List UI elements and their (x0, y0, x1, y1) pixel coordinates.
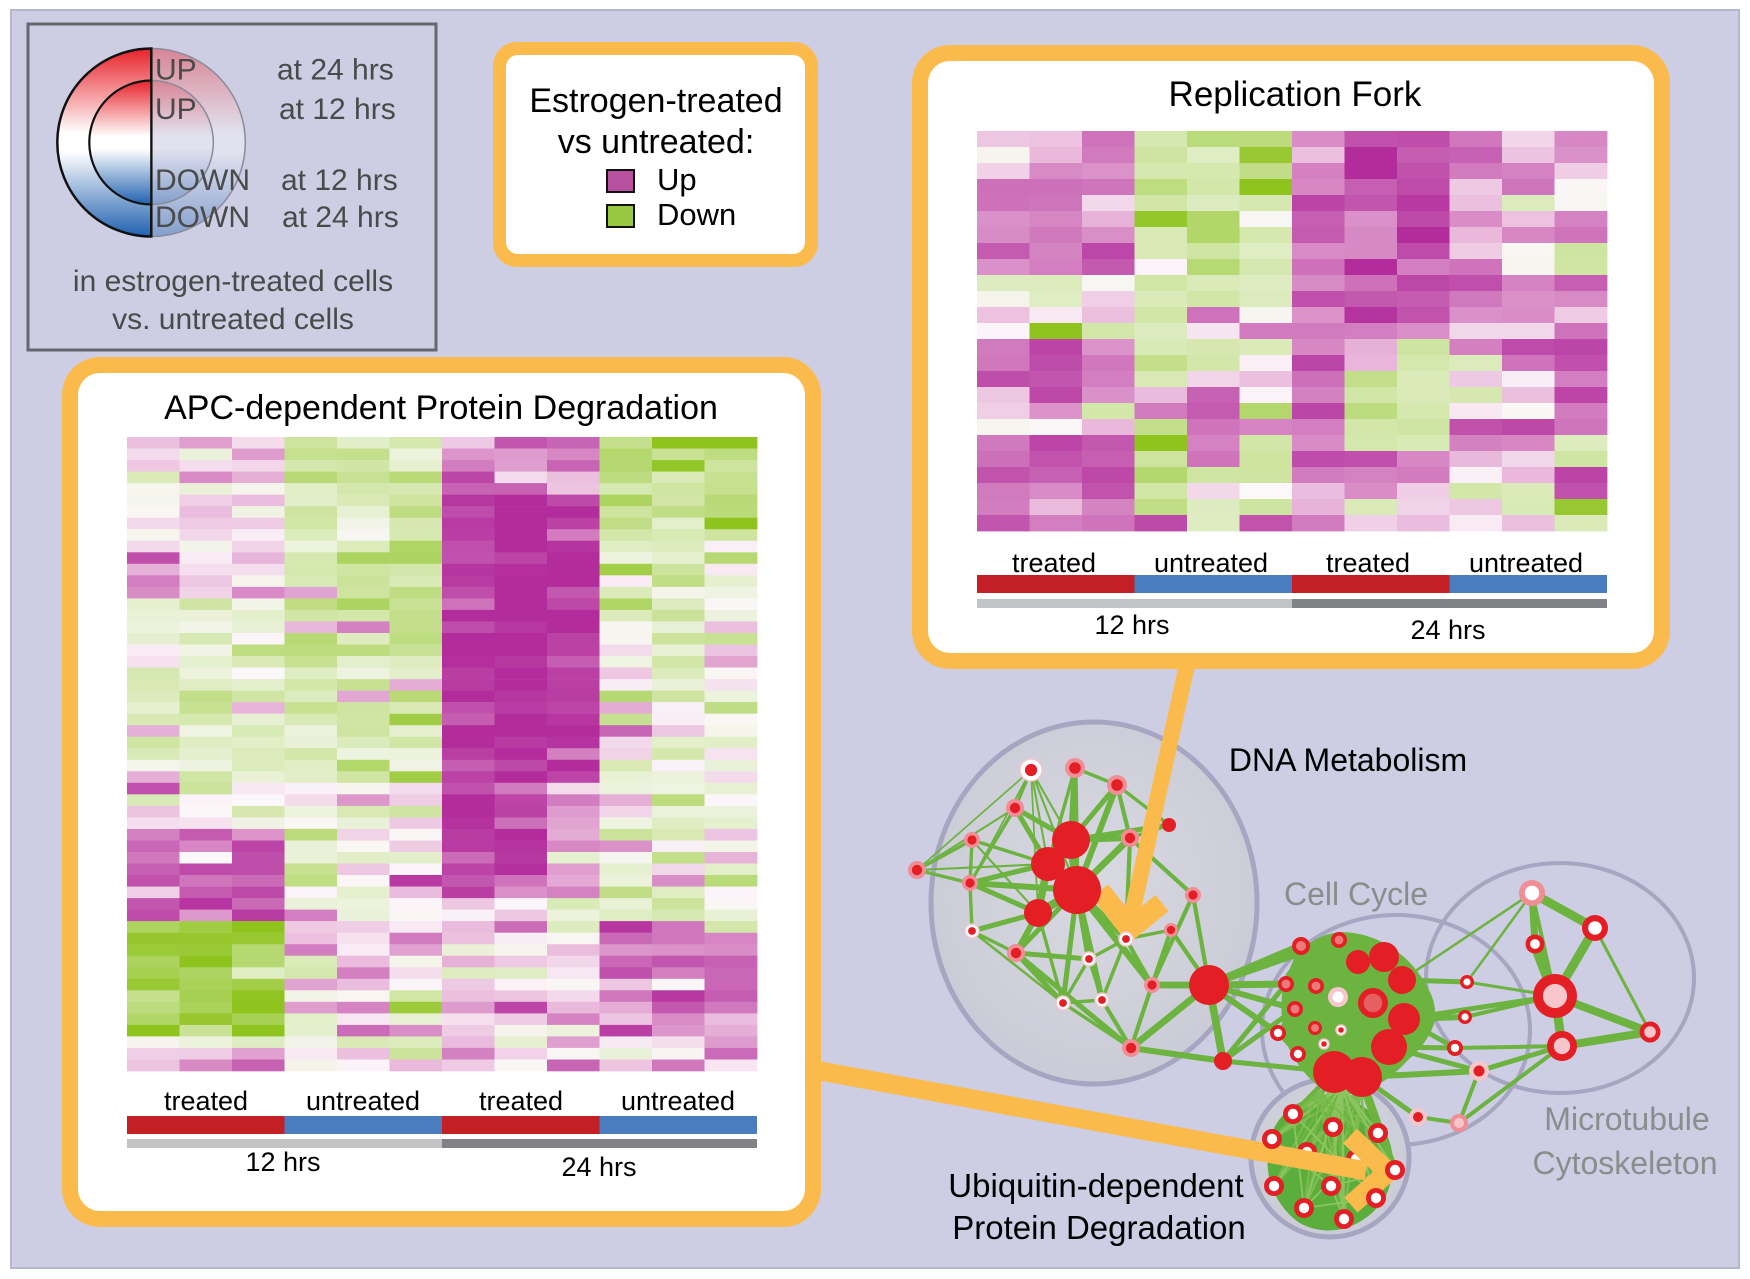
svg-text:Down: Down (657, 197, 736, 232)
svg-text:untreated: untreated (306, 1086, 420, 1116)
svg-text:vs untreated:: vs untreated: (558, 123, 755, 161)
svg-text:Replication Fork: Replication Fork (1169, 75, 1422, 114)
svg-text:untreated: untreated (621, 1086, 735, 1116)
svg-text:at 24 hrs: at 24 hrs (277, 54, 394, 87)
svg-text:untreated: untreated (1154, 548, 1268, 578)
svg-text:Microtubule: Microtubule (1544, 1101, 1709, 1137)
svg-text:DOWN: DOWN (155, 164, 250, 197)
svg-text:at 24 hrs: at 24 hrs (282, 201, 399, 234)
svg-text:Cell Cycle: Cell Cycle (1284, 876, 1428, 912)
svg-text:Up: Up (657, 162, 697, 197)
svg-text:at 12 hrs: at 12 hrs (281, 164, 398, 197)
svg-text:12 hrs: 12 hrs (245, 1147, 320, 1177)
svg-text:Protein Degradation: Protein Degradation (952, 1209, 1246, 1246)
svg-text:treated: treated (1012, 548, 1096, 578)
svg-text:Estrogen-treated: Estrogen-treated (529, 82, 782, 120)
svg-text:UP: UP (155, 93, 197, 126)
svg-text:DNA Metabolism: DNA Metabolism (1229, 742, 1467, 778)
svg-text:treated: treated (164, 1086, 248, 1116)
svg-text:12 hrs: 12 hrs (1094, 610, 1169, 640)
svg-text:DOWN: DOWN (155, 201, 250, 234)
svg-text:Cytoskeleton: Cytoskeleton (1533, 1145, 1718, 1181)
svg-text:in estrogen-treated cells: in estrogen-treated cells (73, 265, 393, 298)
svg-text:UP: UP (155, 54, 197, 87)
svg-text:vs. untreated cells: vs. untreated cells (112, 303, 354, 336)
svg-text:Ubiquitin-dependent: Ubiquitin-dependent (948, 1167, 1243, 1204)
svg-text:APC-dependent Protein Degradat: APC-dependent Protein Degradation (164, 389, 718, 427)
svg-text:at 12 hrs: at 12 hrs (279, 93, 396, 126)
svg-text:24 hrs: 24 hrs (1410, 615, 1485, 645)
svg-text:untreated: untreated (1469, 548, 1583, 578)
svg-text:24 hrs: 24 hrs (561, 1152, 636, 1182)
svg-text:treated: treated (479, 1086, 563, 1116)
svg-text:treated: treated (1326, 548, 1410, 578)
